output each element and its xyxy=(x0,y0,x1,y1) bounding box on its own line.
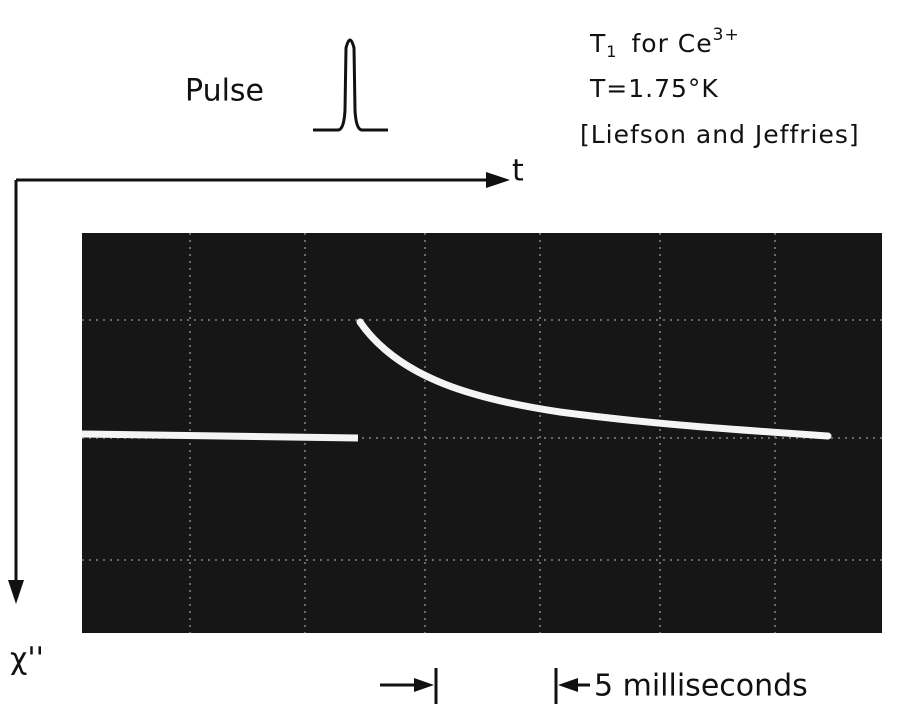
pulse-label: Pulse xyxy=(185,74,264,109)
annotation-line3: [Liefson and Jeffries] xyxy=(580,120,860,149)
annotation-line1: T1 for Ce3+ xyxy=(589,25,740,61)
annotation-line2: T=1.75°K xyxy=(589,74,719,103)
scale-label: 5 milliseconds xyxy=(594,669,808,704)
baseline-trace xyxy=(81,430,359,442)
chi-label: χ'' xyxy=(10,642,44,677)
t-label: t xyxy=(512,154,524,189)
decay-trace xyxy=(356,318,832,440)
scale-marker xyxy=(380,668,590,704)
t-arrow xyxy=(486,172,510,188)
pulse-shape xyxy=(313,38,388,132)
chi-arrow xyxy=(8,580,24,604)
